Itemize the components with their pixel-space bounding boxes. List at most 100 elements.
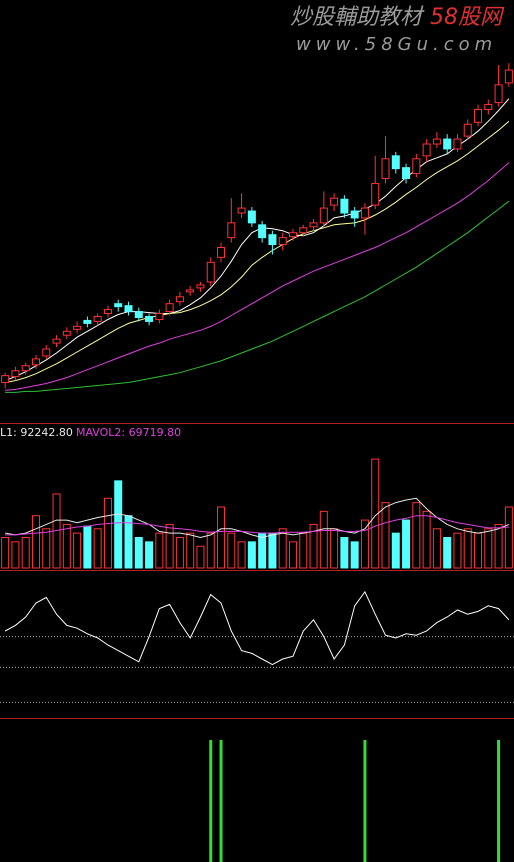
- volume-bar: [155, 532, 164, 569]
- volume-bar: [463, 528, 472, 569]
- volume-bar: [391, 532, 400, 569]
- volume-bar: [227, 532, 236, 569]
- volume-bar: [340, 537, 349, 569]
- ma-line: [5, 120, 510, 383]
- candle-body: [217, 247, 226, 258]
- volume-bar: [494, 523, 503, 569]
- candle-body: [453, 138, 462, 150]
- candle-body: [134, 311, 143, 318]
- ma-line: [5, 200, 510, 393]
- ma-line: [4, 98, 510, 382]
- volume-bar: [206, 532, 215, 569]
- candle-body: [268, 234, 277, 246]
- volume-bar: [93, 528, 102, 569]
- candle-body: [31, 358, 40, 366]
- ma-line: [5, 162, 510, 391]
- volume-bar: [504, 506, 513, 569]
- candle-body: [114, 303, 123, 308]
- volume-bar: [217, 506, 226, 569]
- volume-bar: [196, 545, 205, 569]
- candle-body: [73, 325, 82, 330]
- candle-body: [330, 197, 339, 206]
- volume-bar: [11, 541, 20, 569]
- volume-bar: [371, 458, 380, 569]
- volume-bar: [124, 515, 133, 569]
- candle-body: [494, 84, 503, 104]
- candle-body: [1, 375, 10, 384]
- candle-body: [474, 109, 483, 123]
- volume-bar: [165, 523, 174, 569]
- volume-bar: [114, 480, 123, 569]
- signal-bar: [363, 740, 367, 862]
- candle-body: [186, 289, 195, 293]
- candle-body: [206, 261, 215, 283]
- signal-bar: [219, 740, 223, 862]
- volume-ma-line: [5, 497, 510, 539]
- candle-body: [463, 123, 472, 137]
- candle-body: [165, 303, 174, 313]
- candle-body: [371, 182, 380, 206]
- volume-bar: [268, 532, 277, 569]
- candle-body: [309, 222, 318, 228]
- candle-body: [258, 224, 267, 239]
- volume-bar: [21, 537, 30, 569]
- volume-bar: [422, 510, 431, 569]
- candle-body: [196, 284, 205, 289]
- volume-bar: [402, 519, 411, 569]
- volume-bar: [453, 532, 462, 569]
- volume-bar: [432, 528, 441, 569]
- candle-body: [391, 155, 400, 170]
- candle-body: [288, 232, 297, 238]
- candle-body: [319, 207, 328, 224]
- volume-bar: [237, 541, 246, 569]
- candle-body: [155, 313, 164, 320]
- candle-body: [432, 138, 441, 145]
- candle-body: [175, 296, 184, 303]
- candle-body: [412, 158, 421, 175]
- volume-bar: [319, 510, 328, 569]
- volume-bar: [31, 515, 40, 569]
- watermark-brand: 炒股輔助教材: [290, 5, 425, 30]
- candle-body: [247, 210, 256, 224]
- legend-entry: MAVOL2: 69719.80: [76, 426, 181, 439]
- volume-bar: [103, 497, 112, 569]
- candle-body: [124, 305, 133, 313]
- volume-bar: [62, 523, 71, 569]
- volume-bar: [145, 541, 154, 569]
- volume-bar: [278, 528, 287, 569]
- volume-bar: [474, 532, 483, 569]
- volume-bar: [412, 502, 421, 569]
- candle-body: [504, 69, 513, 84]
- candle-body: [103, 309, 112, 315]
- volume-bar: [175, 537, 184, 569]
- candle-body: [402, 167, 411, 180]
- candle-body: [422, 143, 431, 157]
- candle-body: [237, 207, 246, 214]
- volume-ma-line: [5, 515, 509, 536]
- candle-body: [62, 330, 71, 336]
- volume-bar: [186, 532, 195, 569]
- volume-bar: [1, 537, 10, 569]
- volume-bar: [330, 528, 339, 569]
- oscillator-line: [4, 590, 510, 666]
- volume-bar: [247, 541, 256, 569]
- candle-body: [340, 198, 349, 214]
- volume-bar: [443, 537, 452, 569]
- marks: [0, 63, 514, 862]
- candle-body: [83, 319, 92, 324]
- volume-bar: [42, 528, 51, 569]
- signal-bar: [497, 740, 501, 862]
- volume-bar: [73, 532, 82, 569]
- volume-bar: [309, 523, 318, 569]
- candle-body: [278, 237, 287, 246]
- candle-body: [93, 316, 102, 322]
- candle-body: [227, 222, 236, 239]
- candle-body: [350, 210, 359, 219]
- watermark-site: 58股网: [430, 5, 505, 30]
- volume-bar: [299, 532, 308, 569]
- watermark-url: www.58Gu.com: [296, 34, 497, 55]
- volume-bar: [258, 532, 267, 569]
- candle-body: [42, 348, 51, 357]
